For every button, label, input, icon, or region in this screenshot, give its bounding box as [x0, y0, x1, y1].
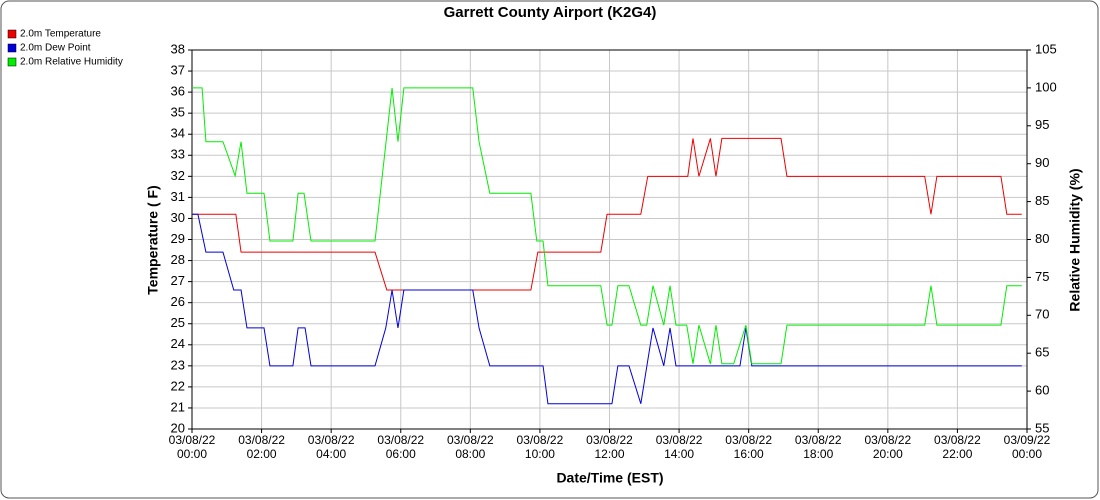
y-tick-label: 25: [171, 315, 185, 330]
legend-swatch: [7, 29, 17, 39]
y-tick-label: 23: [171, 357, 185, 372]
chart-title: Garrett County Airport (K2G4): [444, 4, 657, 21]
legend-label: 2.0m Relative Humidity: [20, 57, 123, 68]
y-tick-label: 32: [171, 168, 185, 183]
y-tick-label: 36: [171, 84, 185, 99]
x-tick-label: 03/08/22 18:00: [794, 433, 842, 461]
legend-label: 2.0m Temperature: [20, 29, 101, 40]
x-tick-label: 03/08/22 20:00: [864, 433, 912, 461]
y-tick-label: 22: [171, 378, 185, 393]
x-tick-label: 03/08/22 08:00: [446, 433, 494, 461]
y-tick-label: 29: [171, 231, 185, 246]
x-tick-label: 03/08/22 02:00: [238, 433, 285, 461]
y2-axis-title: Relative Humidity (%): [1067, 168, 1083, 311]
legend-label: 2.0m Dew Point: [20, 43, 91, 54]
y-tick-label: 26: [171, 294, 185, 309]
y-tick-label: 33: [171, 147, 185, 162]
y2-tick-label: 85: [1035, 193, 1049, 208]
y2-tick-label: 60: [1035, 383, 1049, 398]
y-tick-label: 38: [171, 41, 185, 56]
line: [192, 87, 1022, 365]
x-tick-label: 03/08/22 04:00: [307, 433, 355, 461]
legend-swatch: [7, 57, 17, 67]
x-tick-label: 03/08/22 12:00: [586, 433, 633, 461]
x-tick-label: 03/08/22 10:00: [516, 433, 564, 461]
y-tick-label: 30: [171, 210, 185, 225]
y-tick-label: 37: [171, 62, 185, 77]
y2-tick-label: 90: [1035, 155, 1049, 170]
y2-tick-label: 75: [1035, 269, 1049, 284]
y2-tick-label: 105: [1035, 41, 1057, 56]
x-tick-label: 03/08/22 22:00: [934, 433, 981, 461]
y-tick-label: 21: [171, 399, 185, 414]
y-tick-label: 24: [171, 336, 185, 351]
y-tick-label: 27: [171, 273, 185, 288]
line: [192, 137, 1022, 291]
x-tick-label: 03/09/22 00:00: [1003, 433, 1051, 461]
y2-tick-label: 95: [1035, 117, 1049, 132]
y2-tick-label: 100: [1035, 79, 1057, 94]
x-axis-title: Date/Time (EST): [556, 470, 663, 486]
x-tick-label: 03/08/22 14:00: [655, 433, 703, 461]
y-tick-label: 28: [171, 252, 185, 267]
legend-swatch: [7, 43, 17, 53]
y-tick-label: 34: [171, 126, 185, 141]
line: [192, 213, 1022, 405]
x-tick-label: 03/08/22 16:00: [725, 433, 773, 461]
y2-tick-label: 65: [1035, 345, 1049, 360]
x-tick-label: 03/08/22 06:00: [377, 433, 425, 461]
y-tick-label: 31: [171, 189, 185, 204]
y-tick-label: 35: [171, 105, 185, 120]
plot-border: [191, 49, 1028, 430]
y-tick-label: 20: [171, 420, 185, 435]
y-axis-title: Temperature ( F): [145, 185, 161, 294]
y2-tick-label: 70: [1035, 307, 1049, 322]
x-tick-label: 03/08/22 00:00: [168, 433, 216, 461]
y2-tick-label: 55: [1035, 420, 1049, 435]
y2-tick-label: 80: [1035, 231, 1049, 246]
